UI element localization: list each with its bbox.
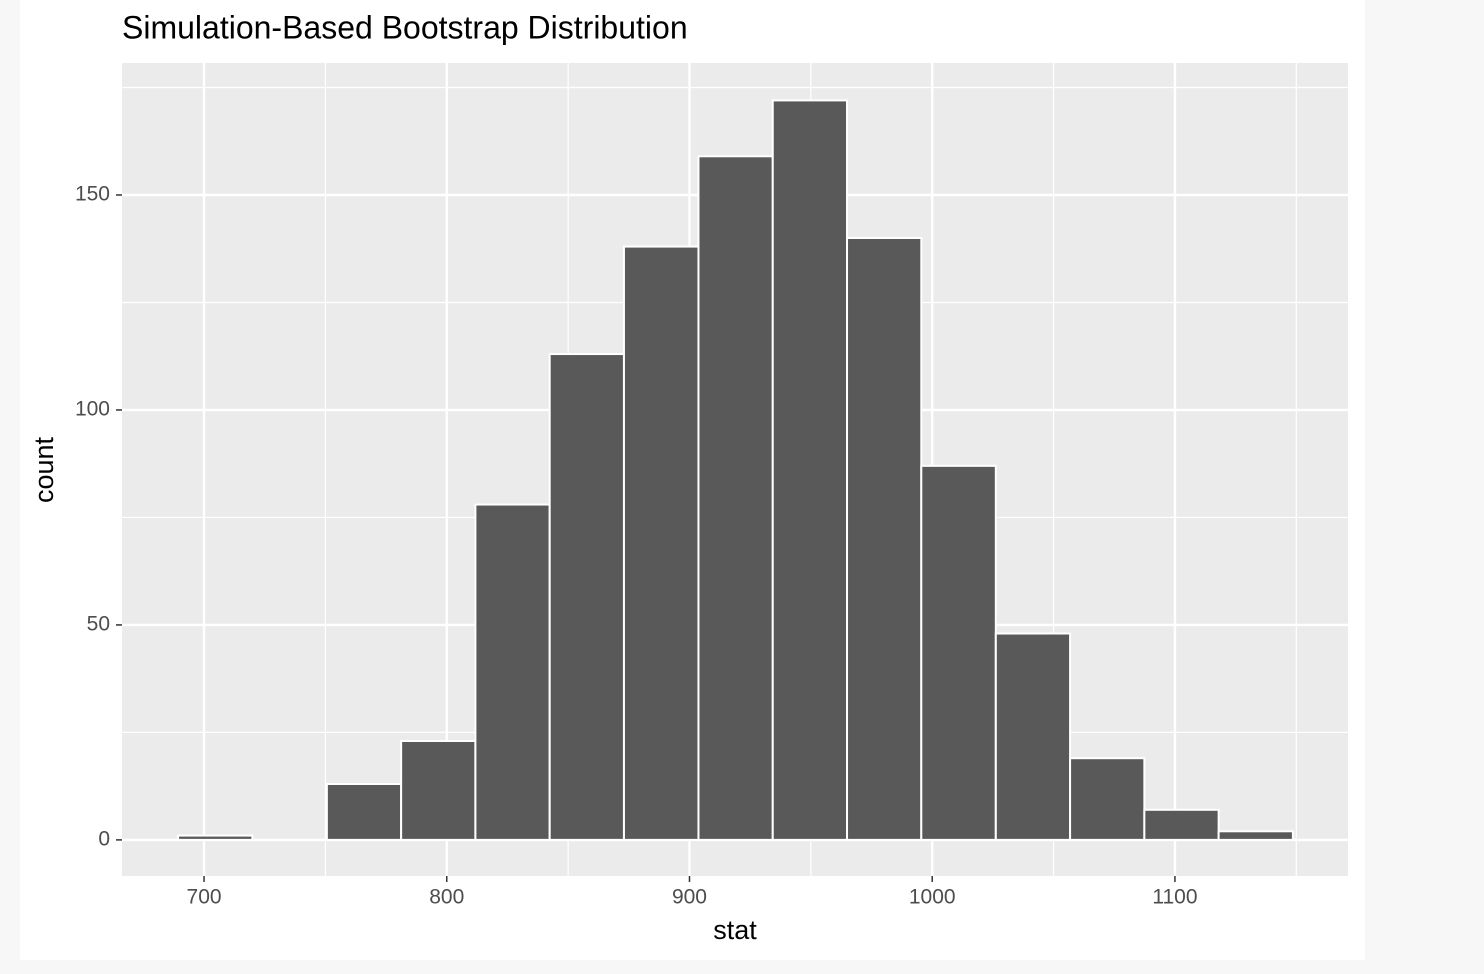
x-tick-label: 800 (429, 886, 464, 909)
bar (994, 632, 1072, 841)
bar (771, 99, 849, 841)
x-tick-label: 1000 (909, 886, 956, 909)
bar (400, 740, 477, 841)
bar (697, 155, 774, 841)
bar (474, 503, 551, 841)
chart-title: Simulation-Based Bootstrap Distribution (122, 9, 688, 45)
y-tick-label: 100 (75, 398, 110, 421)
bar (1069, 757, 1146, 841)
bar (1217, 830, 1294, 841)
bar (325, 782, 403, 841)
bar (1143, 808, 1220, 841)
y-tick-label: 0 (98, 827, 110, 850)
bar (177, 834, 254, 841)
x-axis-label: stat (713, 915, 757, 945)
x-tick-label: 700 (187, 886, 222, 909)
bar (548, 353, 625, 841)
y-tick-label: 150 (75, 183, 110, 206)
bar (622, 245, 700, 841)
y-tick-label: 50 (87, 612, 110, 635)
x-tick-label: 1100 (1152, 886, 1197, 909)
bar (846, 236, 923, 841)
bar (920, 464, 997, 841)
y-axis-label: count (29, 436, 59, 503)
x-tick-label: 900 (672, 886, 707, 909)
